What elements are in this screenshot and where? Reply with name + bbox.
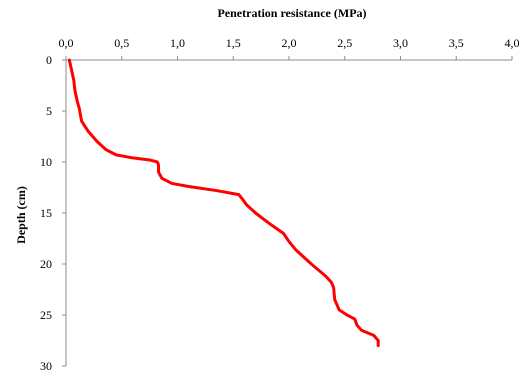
series-line (67, 58, 380, 348)
y-tick-label: 25 (40, 308, 52, 322)
x-tick-label: 3,5 (449, 36, 464, 50)
y-ticks: 0 5 10 15 20 25 30 (40, 53, 66, 373)
x-axis-title: Penetration resistance (MPa) (217, 6, 366, 20)
x-tick-label: 0,5 (114, 36, 129, 50)
y-tick-label: 15 (40, 206, 52, 220)
x-tick-label: 2,5 (337, 36, 352, 50)
x-tick-label: 2,0 (282, 36, 297, 50)
y-tick-label: 20 (40, 257, 52, 271)
x-tick-label: 0,0 (59, 36, 74, 50)
x-ticks: 0,0 0,5 1,0 1,5 2,0 2,5 3,0 3,5 4,0 (59, 36, 520, 60)
y-tick-label: 0 (46, 53, 52, 67)
x-tick-label: 1,0 (170, 36, 185, 50)
y-axis-title: Depth (cm) (14, 186, 28, 244)
y-tick-label: 10 (40, 155, 52, 169)
x-tick-label: 1,5 (226, 36, 241, 50)
y-tick-label: 5 (46, 104, 52, 118)
x-tick-label: 4,0 (505, 36, 520, 50)
series-layer (67, 58, 380, 348)
y-tick-label: 30 (40, 359, 52, 373)
x-tick-label: 3,0 (393, 36, 408, 50)
